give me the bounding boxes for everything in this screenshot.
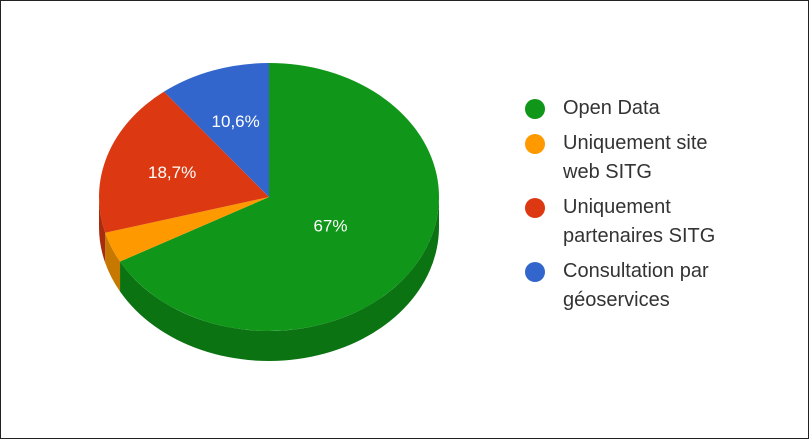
pie-slice-uniquement-partenaires-sitg	[99, 91, 269, 233]
pie-slice-consultation-par-g-oservices	[163, 63, 269, 197]
legend-label: Consultation par géoservices	[563, 260, 709, 311]
pie-slice-side-open-data	[120, 197, 439, 361]
legend-item-site-web: Uniquement site web SITG	[523, 129, 803, 187]
legend-label: Uniquement partenaires SITG	[563, 196, 716, 247]
pie-slice-side-uniquement-site-web-sitg	[105, 232, 121, 292]
slice-label-open-data: 67%	[313, 217, 347, 236]
slice-label-uniquement-partenaires-sitg: 18,7%	[148, 163, 196, 182]
slice-label-consultation-par-g-oservices: 10,6%	[212, 112, 260, 131]
legend-label: Uniquement site web SITG	[563, 132, 708, 183]
legend-swatch	[525, 134, 545, 154]
chart-legend: Open Data Uniquement site web SITG Uniqu…	[523, 94, 803, 321]
legend-swatch	[525, 198, 545, 218]
legend-label: Open Data	[563, 97, 660, 119]
pie-slice-uniquement-site-web-sitg	[105, 197, 269, 262]
legend-swatch	[525, 262, 545, 282]
pie-slice-side-uniquement-partenaires-sitg	[99, 197, 106, 263]
legend-item-partenaires: Uniquement partenaires SITG	[523, 193, 803, 251]
legend-swatch	[525, 99, 545, 119]
legend-item-geoservices: Consultation par géoservices	[523, 257, 803, 315]
legend-item-open-data: Open Data	[523, 94, 803, 123]
pie-slice-open-data	[120, 63, 440, 332]
